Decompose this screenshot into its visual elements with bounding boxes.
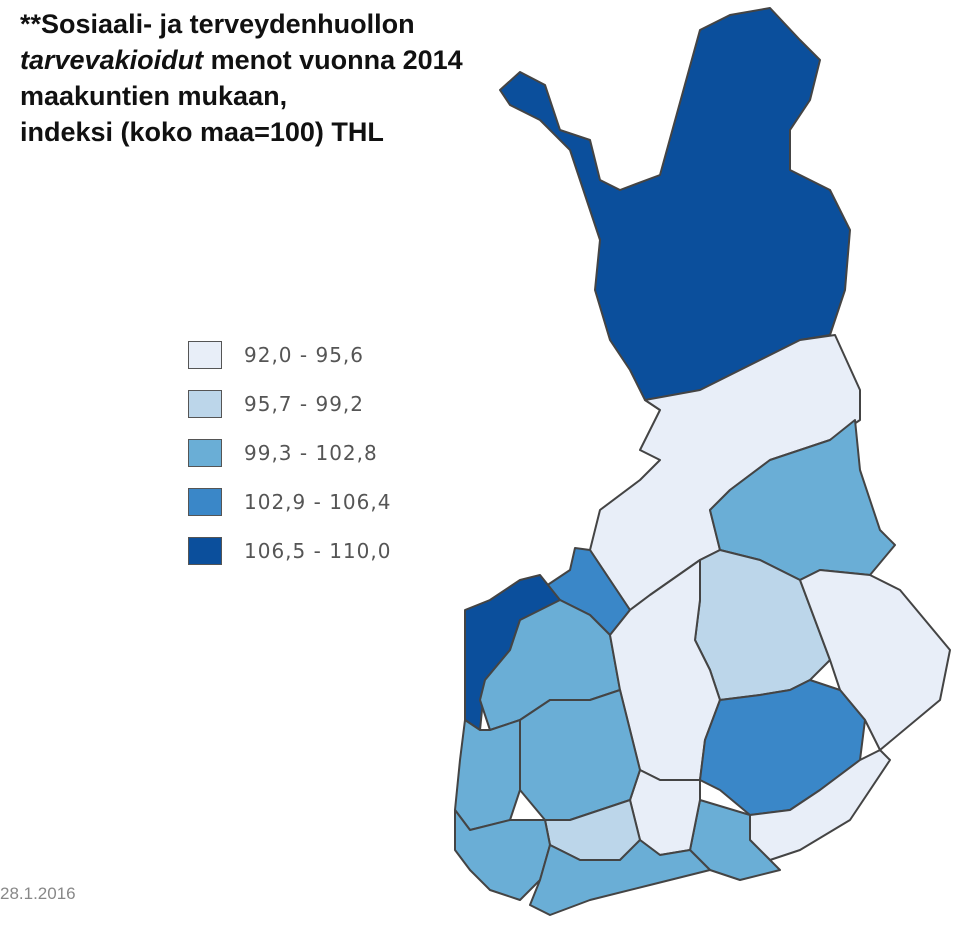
region (519, 689, 641, 821)
legend-item: 106,5 - 110,0 (188, 526, 391, 575)
legend-label: 92,0 - 95,6 (244, 342, 364, 367)
title-line: maakuntien mukaan, (20, 78, 463, 114)
region (529, 839, 711, 916)
title-part: maakuntien mukaan, (20, 81, 288, 111)
title-part: indeksi (koko maa=100) THL (20, 117, 384, 147)
legend-item: 102,9 - 106,4 (188, 477, 391, 526)
title-part: menot vuonna 2014 (203, 45, 463, 75)
legend-label: 106,5 - 110,0 (244, 538, 392, 563)
legend-swatch (188, 536, 222, 565)
legend-swatch (188, 389, 222, 418)
legend-label: 99,3 - 102,8 (244, 440, 378, 465)
legend-item: 95,7 - 99,2 (188, 379, 391, 428)
title-part: tarvevakioidut (20, 45, 204, 75)
legend: 92,0 - 95,6 95,7 - 99,2 99,3 - 102,8 102,9 … (188, 330, 391, 575)
title-line: **Sosiaali- ja terveydenhuollon (20, 6, 463, 42)
date: 28.1.2016 (0, 884, 76, 903)
legend-swatch (188, 340, 222, 369)
region (799, 569, 951, 751)
title-part: **Sosiaali- ja terveydenhuollon (20, 9, 415, 39)
region (454, 719, 521, 831)
legend-label: 95,7 - 99,2 (244, 391, 364, 416)
legend-swatch (188, 438, 222, 467)
legend-label: 102,9 - 106,4 (244, 489, 392, 514)
title: **Sosiaali- ja terveydenhuollon tarvevaki… (20, 6, 463, 150)
title-line: indeksi (koko maa=100) THL (20, 114, 463, 150)
legend-item: 99,3 - 102,8 (188, 428, 391, 477)
region (499, 7, 851, 411)
legend-item: 92,0 - 95,6 (188, 330, 391, 379)
legend-swatch (188, 487, 222, 516)
title-line: tarvevakioidut menot vuonna 2014 (20, 42, 463, 78)
